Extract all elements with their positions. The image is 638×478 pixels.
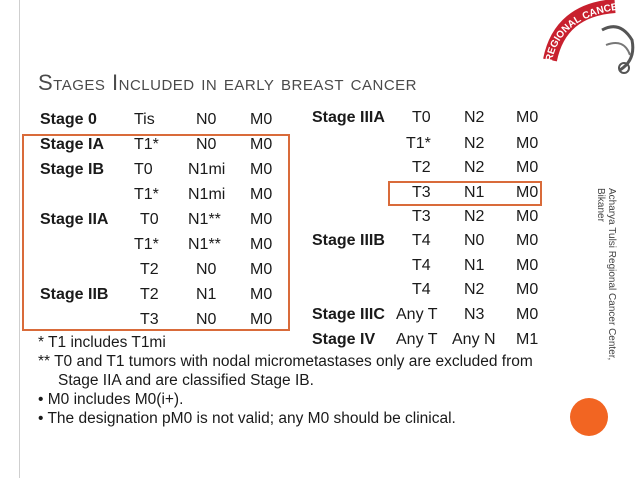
t-cell: T1* — [134, 136, 159, 153]
m-cell: M0 — [250, 261, 273, 278]
bullet-pm0: • The designation pM0 is not valid; any … — [38, 410, 456, 427]
n-cell: N1** — [188, 211, 221, 228]
t-cell: T3 — [412, 184, 431, 201]
n-cell: N2 — [464, 109, 485, 126]
t-cell: T2 — [140, 261, 159, 278]
stage-cell: Stage IIIA — [312, 109, 385, 126]
stage-cell: Stage IIIC — [312, 306, 385, 323]
t-cell: Any T — [396, 331, 438, 348]
m-cell: M0 — [250, 211, 273, 228]
n-cell: N2 — [464, 281, 485, 298]
footnotes: * T1 includes T1mi ** T0 and T1 tumors w… — [38, 333, 558, 428]
t-cell: T1* — [134, 236, 159, 253]
n-cell: N1 — [464, 184, 485, 201]
m-cell: M0 — [250, 111, 273, 128]
t-cell: T4 — [412, 281, 431, 298]
stage-cell: Stage IB — [40, 161, 105, 178]
m-cell: M0 — [250, 311, 273, 328]
m-cell: M0 — [250, 236, 273, 253]
left-divider-line — [19, 0, 20, 478]
n-cell: N0 — [196, 261, 217, 278]
t-cell: T4 — [412, 232, 431, 249]
left-staging-table: Stage 0 Tis N0 M0 Stage IA T1* N0 M0 Sta… — [40, 108, 300, 333]
m-cell: M0 — [250, 136, 273, 153]
t-cell: T0 — [134, 161, 153, 178]
t-cell: T4 — [412, 257, 431, 274]
stage-cell: Stage IA — [40, 136, 105, 153]
stage-cell: Stage IIIB — [312, 232, 385, 249]
t-cell: T1* — [406, 135, 431, 152]
stage-cell: Stage IIB — [40, 286, 109, 303]
t-cell: T3 — [412, 208, 431, 225]
t-cell: T2 — [412, 159, 431, 176]
n-cell: N0 — [196, 111, 217, 128]
stage-cell: Stage 0 — [40, 111, 97, 128]
t-cell: T3 — [140, 311, 159, 328]
m-cell: M0 — [250, 186, 273, 203]
n-cell: N1 — [464, 257, 485, 274]
t-cell: T1* — [134, 186, 159, 203]
footnote-micrometastases: ** T0 and T1 tumors with nodal micrometa… — [38, 353, 533, 370]
m-cell: M0 — [516, 109, 539, 126]
m-cell: M0 — [516, 306, 539, 323]
right-staging-table: Stage IIIA T0 N2 M0 T1* N2 M0 T2 N2 M0 T… — [312, 108, 552, 353]
m-cell: M0 — [516, 135, 539, 152]
n-cell: N1 — [196, 286, 217, 303]
n-cell: N1mi — [188, 161, 226, 178]
t-cell: T2 — [140, 286, 159, 303]
t-cell: T0 — [140, 211, 159, 228]
footnote-t1mi: * T1 includes T1mi — [38, 334, 166, 351]
m-cell: M1 — [516, 331, 539, 348]
n-cell: N2 — [464, 159, 485, 176]
m-cell: M0 — [516, 281, 539, 298]
cancer-center-logo: REGIONAL CANCER TREA — [540, 0, 634, 74]
decorative-orange-circle — [570, 398, 608, 436]
m-cell: M0 — [516, 257, 539, 274]
footnote-micrometastases-cont: Stage IIA and are classified Stage IB. — [58, 372, 314, 389]
stage-cell: Stage IIA — [40, 211, 109, 228]
m-cell: M0 — [250, 161, 273, 178]
n-cell: N2 — [464, 208, 485, 225]
n-cell: N0 — [464, 232, 485, 249]
stage-cell: Stage IV — [312, 331, 376, 348]
n-cell: N1** — [188, 236, 221, 253]
t-cell: Any T — [396, 306, 438, 323]
n-cell: Any N — [452, 331, 496, 348]
m-cell: M0 — [250, 286, 273, 303]
m-cell: M0 — [516, 184, 539, 201]
t-cell: Tis — [134, 111, 155, 128]
m-cell: M0 — [516, 232, 539, 249]
n-cell: N3 — [464, 306, 485, 323]
n-cell: N0 — [196, 136, 217, 153]
bullet-m0: • M0 includes M0(i+). — [38, 391, 184, 408]
highlight-box-t3n1m0 — [388, 181, 542, 206]
institution-name: Acharya Tulsi Regional Cancer Center, Bi… — [595, 188, 617, 361]
m-cell: M0 — [516, 159, 539, 176]
page-title: Stages Included in early breast cancer — [38, 70, 418, 95]
t-cell: T0 — [412, 109, 431, 126]
m-cell: M0 — [516, 208, 539, 225]
n-cell: N2 — [464, 135, 485, 152]
n-cell: N0 — [196, 311, 217, 328]
highlight-box-early-stages — [22, 134, 290, 331]
n-cell: N1mi — [188, 186, 226, 203]
